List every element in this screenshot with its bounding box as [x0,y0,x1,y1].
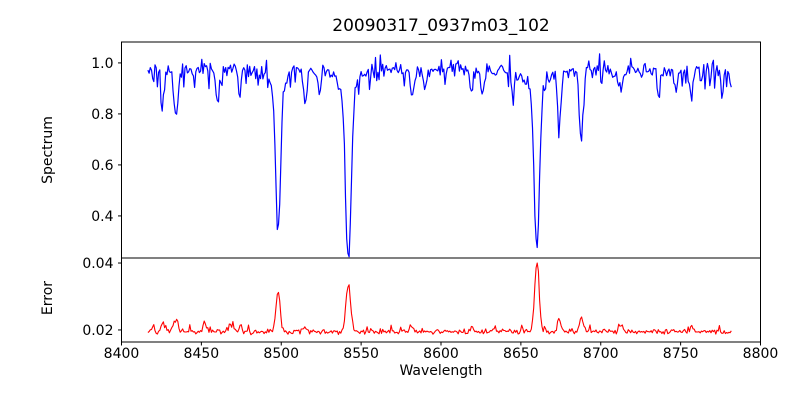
spectrum-flux-line [147,53,732,258]
x-tick-label: 8600 [423,346,459,362]
chart-title: 20090317_0937m03_102 [332,16,549,36]
spectrum-y-tick-label: 0.4 [91,209,113,225]
x-tick-label: 8650 [503,346,539,362]
spectrum-y-tick-label: 0.6 [91,158,113,174]
x-axis-label: Wavelength [399,363,482,379]
spectrum-y-tick-label: 1.0 [91,56,113,72]
x-tick-label: 8550 [343,346,379,362]
x-tick-label: 8750 [663,346,699,362]
error-y-tick-label: 0.02 [82,323,113,339]
error-y-tick-label: 0.04 [82,256,113,272]
error-level-line [147,262,732,336]
error-y-axis-label: Error [40,281,56,315]
x-tick-label: 8400 [104,346,140,362]
x-tick-label: 8450 [184,346,220,362]
spectrum-y-tick-label: 0.8 [91,107,113,123]
x-tick-label: 8700 [583,346,619,362]
x-tick-label: 8800 [743,346,779,362]
spectrum-y-axis-label: Spectrum [40,116,56,184]
x-tick-label: 8500 [263,346,299,362]
spectrum-panel-frame [121,41,761,259]
